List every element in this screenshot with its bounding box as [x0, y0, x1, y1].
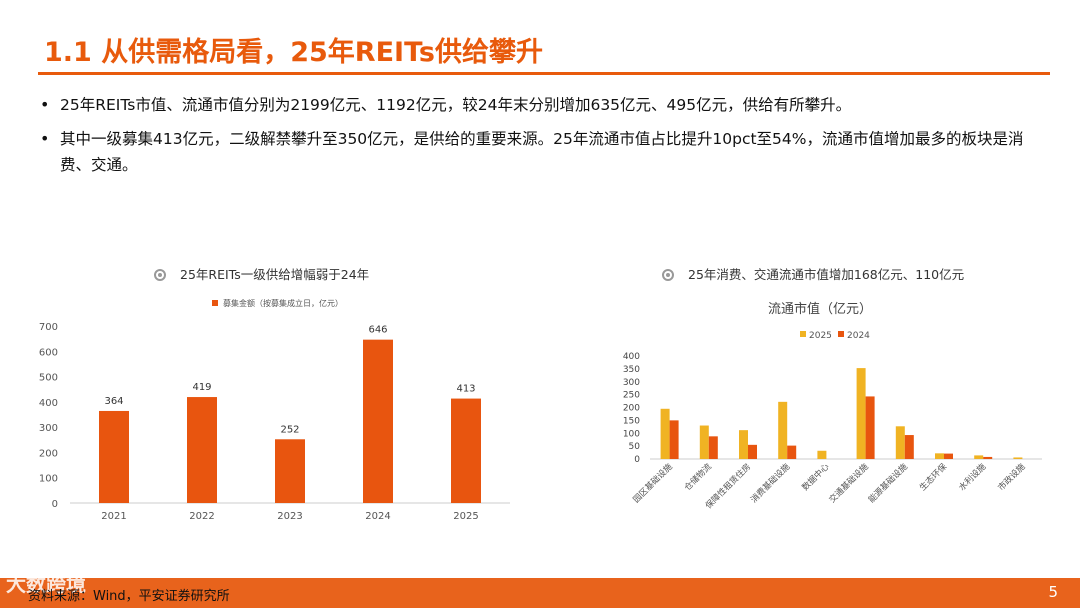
- bar: [974, 455, 984, 459]
- y-tick-label: 0: [52, 499, 58, 510]
- x-tick-label: 2022: [189, 511, 214, 522]
- x-tick-label: 2021: [101, 511, 126, 522]
- y-tick-label: 300: [623, 378, 640, 388]
- y-tick-label: 150: [623, 416, 640, 426]
- target-icon: [662, 269, 674, 281]
- x-tick-label: 市政设施: [996, 461, 1028, 493]
- bar: [451, 398, 481, 503]
- chart2-title-row: 25年消费、交通流通市值增加168亿元、110亿元: [662, 264, 964, 283]
- data-label: 252: [280, 424, 299, 435]
- x-tick-label: 2024: [365, 511, 390, 522]
- chart1-title-row: 25年REITs一级供给增幅弱于24年: [154, 264, 369, 283]
- y-tick-label: 250: [623, 391, 640, 401]
- bar: [187, 397, 217, 503]
- y-tick-label: 400: [623, 352, 640, 362]
- bar: [660, 408, 670, 459]
- bar: [699, 425, 709, 459]
- legend-label: 2025: [809, 331, 832, 341]
- y-tick-label: 50: [629, 442, 641, 452]
- legend-swatch: [212, 300, 218, 306]
- bar: [99, 410, 129, 503]
- y-tick-label: 100: [39, 474, 58, 485]
- y-tick-label: 400: [39, 398, 58, 409]
- legend-swatch: [800, 331, 806, 337]
- title-divider: [38, 72, 1050, 75]
- x-tick-label: 2023: [277, 511, 302, 522]
- bar: [865, 396, 875, 459]
- data-label: 364: [104, 396, 123, 407]
- bar: [904, 435, 914, 459]
- y-tick-label: 350: [623, 365, 640, 375]
- slide-title: 1.1 从供需格局看，25年REITs供给攀升: [44, 37, 543, 68]
- chart1-svg: 募集金额（按募集成立日，亿元） 0 100 200 300 400 500 600 700 364…: [39, 298, 510, 522]
- chart2-svg: 流通市值（亿元） 2025 2024 0 50 100 150 200 250 300 350 400…: [623, 301, 1042, 511]
- watermark-text: 大数跨境: [6, 572, 86, 596]
- bar: [669, 420, 679, 459]
- bar: [787, 445, 797, 459]
- y-tick-label: 300: [39, 423, 58, 434]
- bullet-item: 25年REITs市值、流通市值分别为2199亿元、1192亿元，较24年末分别增…: [40, 92, 1050, 118]
- bar: [748, 444, 757, 459]
- bar: [817, 450, 827, 459]
- page-number: 5: [1048, 583, 1058, 601]
- x-tick-label: 仓储物流: [682, 461, 714, 493]
- bar: [363, 339, 393, 503]
- data-label: 646: [368, 325, 387, 336]
- y-tick-label: 200: [39, 448, 58, 459]
- x-tick-label: 消费基础设施: [748, 461, 792, 505]
- y-tick-label: 0: [634, 455, 640, 465]
- footer-source: 资料来源：Wind，平安证券研究所: [28, 589, 230, 604]
- chart2-subtitle: 流通市值（亿元）: [768, 301, 872, 317]
- bar: [708, 436, 718, 459]
- x-tick-label: 园区基础设施: [631, 461, 675, 505]
- legend-label: 2024: [847, 331, 870, 341]
- target-icon: [154, 269, 166, 281]
- y-tick-label: 100: [623, 429, 640, 439]
- x-tick-label: 数据中心: [800, 461, 832, 493]
- bar: [778, 401, 788, 459]
- y-tick-label: 700: [39, 322, 58, 333]
- chart1-title: 25年REITs一级供给增幅弱于24年: [180, 267, 370, 282]
- bullet-list: 25年REITs市值、流通市值分别为2199亿元、1192亿元，较24年末分别增…: [40, 92, 1050, 186]
- y-tick-label: 200: [623, 404, 640, 414]
- data-label: 413: [456, 384, 475, 395]
- data-label: 419: [192, 382, 211, 393]
- bar: [275, 439, 305, 503]
- bar: [895, 426, 905, 459]
- bar: [1013, 457, 1023, 459]
- legend-swatch: [838, 331, 844, 337]
- bullet-item: 其中一级募集413亿元，二级解禁攀升至350亿元，是供给的重要来源。25年流通市…: [40, 126, 1050, 178]
- chart2-title: 25年消费、交通流通市值增加168亿元、110亿元: [688, 267, 965, 282]
- x-tick-label: 水利设施: [956, 461, 988, 493]
- bar: [739, 430, 748, 459]
- x-tick-label: 交通基础设施: [827, 461, 871, 505]
- x-tick-label: 生态环保: [917, 461, 949, 493]
- x-tick-label: 能源基础设施: [866, 461, 910, 505]
- y-tick-label: 600: [39, 347, 58, 358]
- bar: [983, 456, 993, 459]
- bar: [944, 453, 953, 459]
- x-tick-label: 2025: [453, 511, 478, 522]
- footer-bar: [0, 578, 1080, 608]
- legend-label: 募集金额（按募集成立日，亿元）: [223, 298, 343, 308]
- bar: [935, 453, 944, 459]
- bar: [856, 368, 866, 459]
- y-tick-label: 500: [39, 373, 58, 384]
